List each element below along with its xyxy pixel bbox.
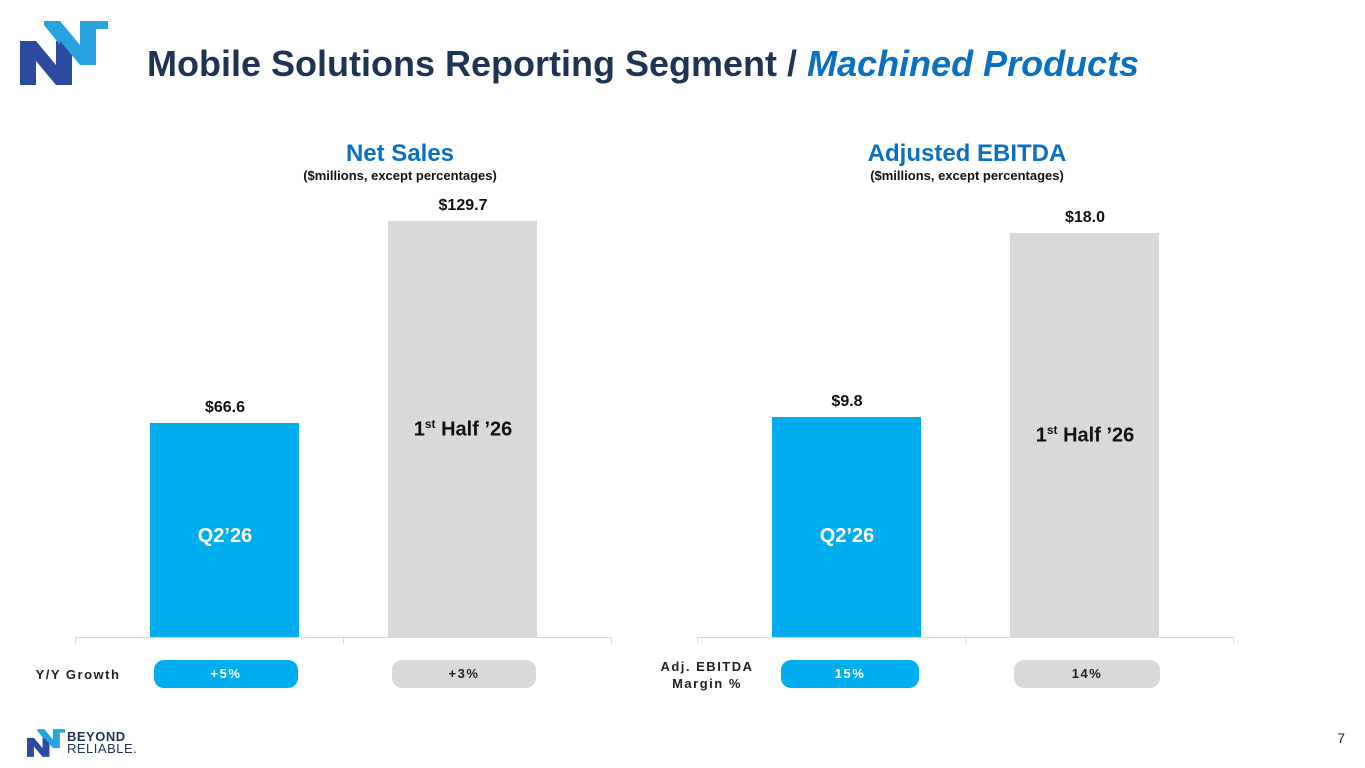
- ebitda-bar-q2: [772, 417, 921, 637]
- ebitda-subtitle: ($millions, except percentages): [870, 168, 1064, 183]
- axis-tick: [1233, 637, 1234, 643]
- net-sales-subtitle: ($millions, except percentages): [303, 168, 497, 183]
- net-sales-bar-label-half: 1st Half ’26: [413, 416, 513, 441]
- ebitda-bar-label-q2: Q2’26: [819, 525, 875, 547]
- growth-pill-half: +3%: [392, 660, 536, 688]
- margin-pill-half: 14%: [1014, 660, 1160, 688]
- page-title: Mobile Solutions Reporting Segment / Mac…: [147, 43, 1140, 84]
- growth-pill-q2: +5%: [154, 660, 298, 688]
- net-sales-value-q2: $66.6: [204, 399, 246, 417]
- page-number: 7: [1337, 730, 1345, 746]
- margin-pill-q2: 15%: [781, 660, 919, 688]
- nn-logo-icon: [20, 21, 108, 85]
- net-sales-bar-label-q2: Q2’26: [197, 525, 253, 547]
- ebitda-value-half: $18.0: [1064, 209, 1106, 226]
- ebitda-bar-half: [1010, 233, 1159, 637]
- ebitda-bar-label-half: 1st Half ’26: [1035, 422, 1135, 447]
- axis-tick: [343, 637, 344, 643]
- nn-footer-logo-icon: [27, 729, 65, 757]
- footer-brand-line2: RELIABLE.: [67, 741, 138, 756]
- net-sales-value-half: $129.7: [438, 197, 488, 214]
- axis-tick: [697, 637, 698, 643]
- margin-label: Adj. EBITDA Margin %: [660, 659, 754, 691]
- axis-tick: [611, 637, 612, 643]
- page-title-accent: Machined Products: [807, 43, 1140, 84]
- net-sales-title: Net Sales: [345, 140, 455, 167]
- net-sales-bar-half: [388, 221, 537, 637]
- ebitda-value-q2: $9.8: [831, 393, 863, 411]
- net-sales-bar-q2: [150, 423, 299, 637]
- yy-growth-label: Y/Y Growth: [35, 667, 121, 682]
- axis-tick: [965, 637, 966, 643]
- axis-tick: [75, 637, 76, 643]
- footer-brand-line1: BEYOND: [67, 729, 126, 744]
- ebitda-title: Adjusted EBITDA: [867, 140, 1067, 167]
